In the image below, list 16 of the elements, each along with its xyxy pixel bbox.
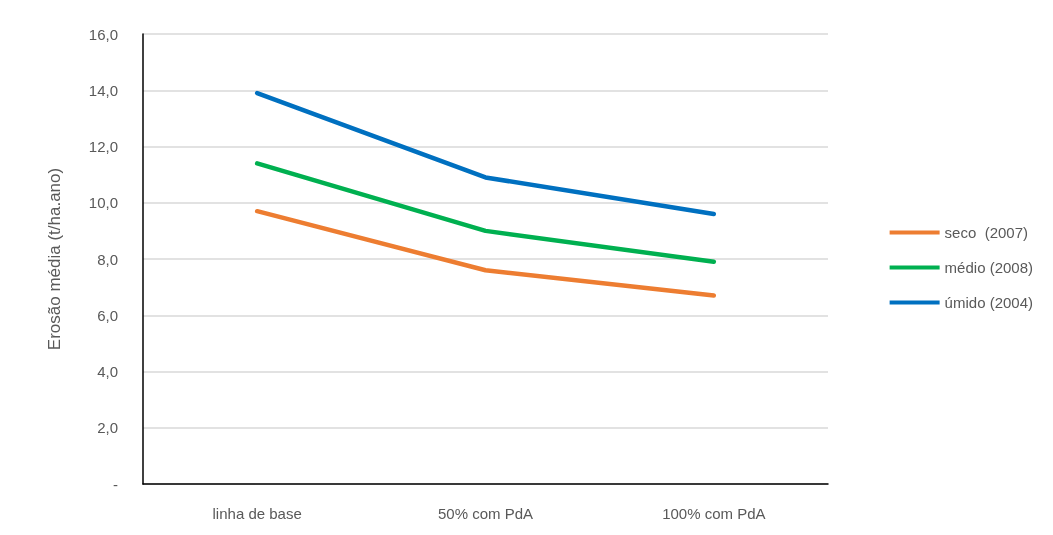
legend-label: médio (2008) [944, 259, 1034, 276]
y-tick-label: 14,0 [88, 81, 118, 99]
legend-label: seco (2007) [944, 224, 1029, 241]
y-tick-label: 2,0 [97, 419, 118, 437]
y-tick-label: 8,0 [97, 250, 118, 268]
y-tick-label: 16,0 [88, 25, 118, 43]
y-tick-label: 12,0 [88, 138, 118, 155]
y-tick-label: 6,0 [97, 306, 118, 324]
x-tick-label: linha de base [212, 505, 302, 522]
y-axis-title: Erosão média (t/ha.ano) [45, 167, 64, 351]
legend-label: úmido (2004) [944, 294, 1034, 311]
x-tick-label: 100% com PdA [662, 505, 766, 522]
y-tick-label: 4,0 [97, 363, 118, 380]
x-tick-label: 50% com PdA [437, 505, 534, 522]
y-tick-label: - [113, 475, 118, 493]
y-tick-label: 10,0 [88, 194, 118, 212]
